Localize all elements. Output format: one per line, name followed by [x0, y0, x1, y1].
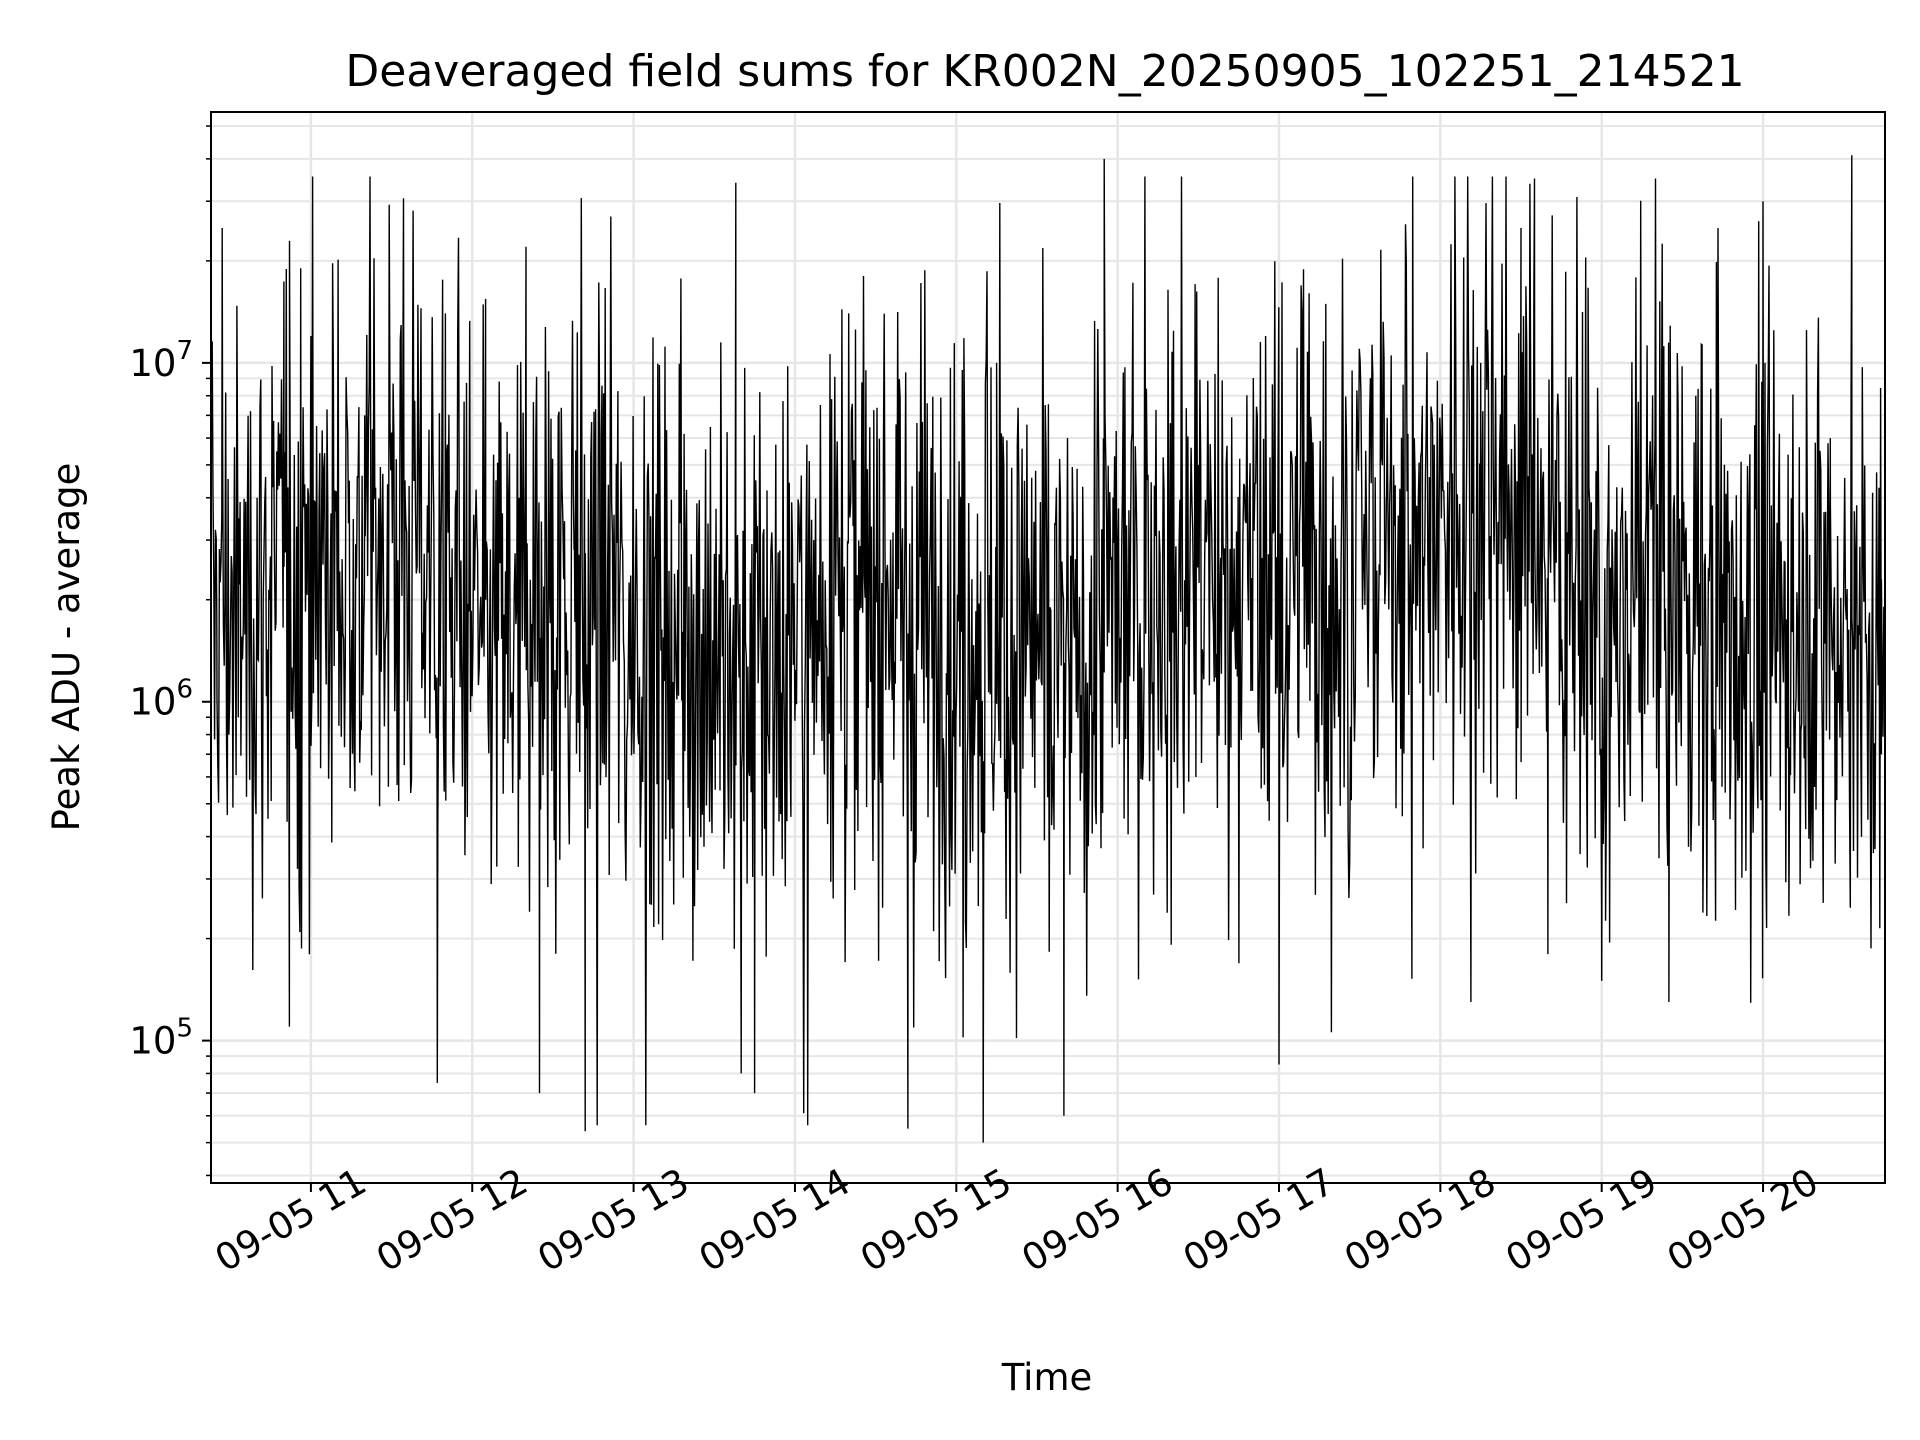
x-axis-label: Time	[1001, 1356, 1093, 1399]
plot-frame	[210, 111, 1886, 1184]
y-tick-base: 10	[129, 1020, 176, 1063]
y-tick-base: 10	[129, 342, 176, 385]
y-tick-exponent: 6	[176, 675, 193, 705]
y-tick-base: 10	[129, 681, 176, 724]
y-tick-label: 105	[129, 1014, 193, 1063]
series-line	[210, 155, 1886, 1143]
y-axis-label: Peak ADU - average	[45, 463, 88, 832]
chart-title: Deaveraged field sums for KR002N_2025090…	[345, 46, 1744, 97]
series-layer	[210, 155, 1886, 1143]
y-tick-exponent: 7	[176, 336, 193, 366]
y-tick-label: 106	[129, 675, 193, 724]
y-tick-label: 107	[129, 336, 193, 385]
y-tick-exponent: 5	[176, 1014, 193, 1044]
